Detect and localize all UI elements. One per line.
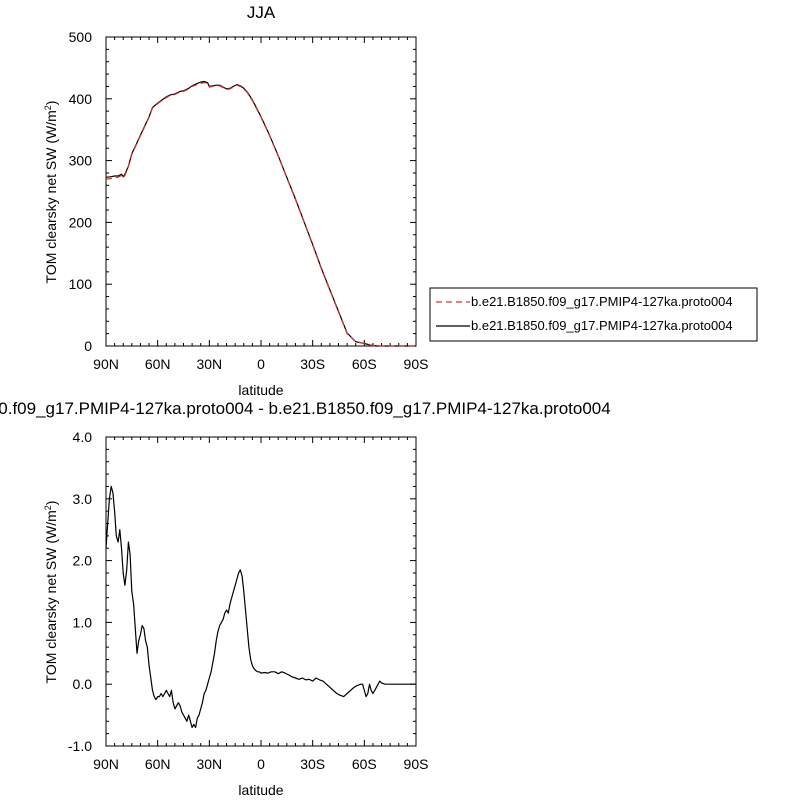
chart-1-ylabel: TOM clearsky net SW (W/m2)	[43, 101, 59, 284]
chart-1-series-2-line	[105, 80, 416, 347]
chart-1-ytick-label: 200	[69, 214, 93, 230]
chart-1-ytick-label: 400	[69, 91, 93, 107]
chart-2-ytick-label: 3.0	[73, 491, 93, 507]
chart-2-xtick-label: 0	[257, 756, 265, 772]
chart-2-ytick-label: -1.0	[68, 738, 92, 754]
chart-1-xtick-label: 90N	[93, 356, 119, 372]
chart-2-xtick-label: 90S	[404, 756, 429, 772]
chart-2-ytick-label: 2.0	[73, 553, 93, 569]
chart-2-xtick-label: 90N	[93, 756, 119, 772]
chart-1-title: JJA	[247, 3, 276, 22]
chart-1-series-1-line	[105, 82, 416, 347]
chart-2-frame	[105, 436, 417, 747]
chart-1-frame	[105, 36, 417, 347]
chart-1-ytick-label: 500	[69, 29, 93, 45]
chart-2-title: b.e21.B1850.f09_g17.PMIP4-127ka.proto004…	[0, 399, 611, 418]
chart-1-xlabel: latitude	[238, 382, 283, 398]
chart-2-plot: 90N 60N 30N 0 30S 60S 90S -1.0 0.0 1.0 2.0 3.0 4.0	[68, 429, 429, 772]
chart-2-ylabel: TOM clearsky net SW (W/m2)	[43, 501, 59, 684]
chart-2-xtick-label: 60N	[145, 756, 171, 772]
chart-1-xtick-label: 30N	[196, 356, 222, 372]
chart-1-xtick-label: 30S	[300, 356, 325, 372]
chart-2-xlabel: latitude	[238, 782, 283, 798]
chart-1-xtick-label: 60N	[145, 356, 171, 372]
chart-2-ytick-label: 4.0	[73, 429, 93, 445]
chart-1-plot: 90N 60N 30N 0 30S 60S 90S 0 100 200 300 400 500	[69, 29, 429, 372]
chart-1-ytick-label: 0	[84, 338, 92, 354]
chart-1-xtick-label: 90S	[404, 356, 429, 372]
chart-1-xtick-label: 0	[257, 356, 265, 372]
legend-box	[429, 287, 758, 342]
chart-2-xtick-label: 30S	[300, 756, 325, 772]
chart-1-xtick-label: 60S	[352, 356, 377, 372]
chart-2-xtick-label: 30N	[196, 756, 222, 772]
chart-2-series-1-line	[105, 485, 416, 729]
legend-label-1: b.e21.B1850.f09_g17.PMIP4-127ka.proto004	[471, 294, 733, 309]
legend: b.e21.B1850.f09_g17.PMIP4-127ka.proto004…	[429, 287, 758, 342]
chart-2-ytick-label: 0.0	[73, 676, 93, 692]
legend-label-2: b.e21.B1850.f09_g17.PMIP4-127ka.proto004	[471, 318, 733, 333]
chart-1-ytick-label: 100	[69, 276, 93, 292]
chart-2-ytick-label: 1.0	[73, 614, 93, 630]
chart-2-xtick-label: 60S	[352, 756, 377, 772]
chart-1-ytick-label: 300	[69, 153, 93, 169]
